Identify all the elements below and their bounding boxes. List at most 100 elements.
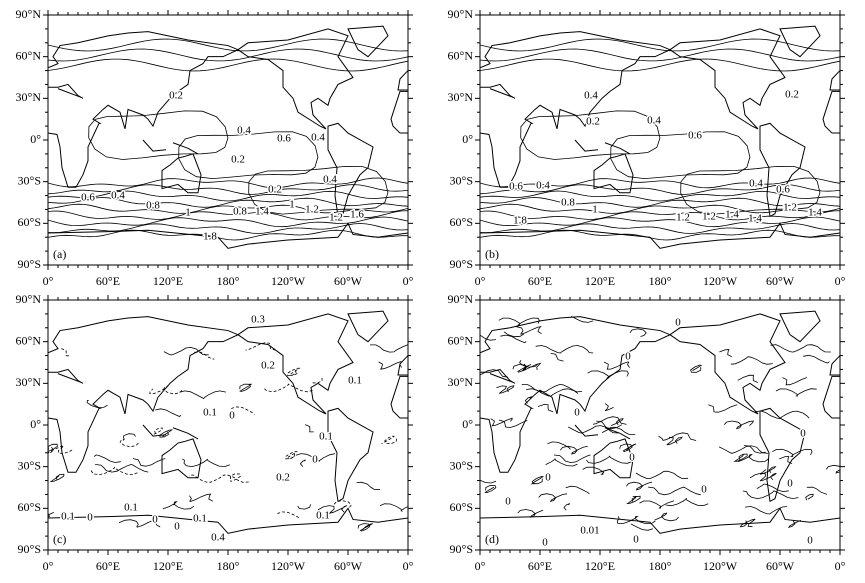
y-tick-label: 60°S xyxy=(450,215,473,229)
y-tick-label: 30°N xyxy=(448,90,474,104)
x-tick-label: 180° xyxy=(649,559,672,573)
y-tick-label: 30°N xyxy=(16,90,42,104)
y-tick-label: 0° xyxy=(30,132,41,146)
contour-label: 0.4 xyxy=(237,125,251,137)
contour-line xyxy=(658,432,697,441)
contour-line xyxy=(284,451,299,460)
contour-line xyxy=(496,385,515,394)
x-tick-label: 180° xyxy=(649,274,672,288)
x-tick-label: 0° xyxy=(475,559,486,573)
contour-label: 0 xyxy=(800,428,806,440)
y-tick-label: 60°S xyxy=(18,215,41,229)
x-tick-label: 60°E xyxy=(528,559,552,573)
contour-label: 1 xyxy=(185,207,191,219)
contour-line xyxy=(498,419,528,428)
contour-line xyxy=(666,436,683,446)
contour-label: 0.1 xyxy=(124,502,138,514)
contour-line xyxy=(480,38,840,52)
contour-label: 1 xyxy=(289,199,295,211)
contour-line xyxy=(286,367,301,376)
x-tick-label: 60°E xyxy=(96,274,120,288)
contour-label: 0.2 xyxy=(785,89,799,101)
contour-line xyxy=(122,433,136,439)
contour-line xyxy=(737,453,769,463)
y-tick-label: 30°S xyxy=(450,173,473,187)
contour-line xyxy=(119,438,139,448)
map-content xyxy=(480,25,840,250)
map-frame xyxy=(47,299,409,551)
contour-label: 0.8 xyxy=(561,197,575,209)
y-tick-label: 60°S xyxy=(18,500,41,514)
contour-label: 0 xyxy=(87,512,93,524)
contour-label: 1.8 xyxy=(203,231,217,243)
contour-label: 0.4 xyxy=(749,178,763,190)
y-tick-label: 0° xyxy=(30,417,41,431)
contour-label: 0.2 xyxy=(231,154,245,166)
y-tick-label: 90°S xyxy=(18,257,41,271)
contour-line xyxy=(610,131,751,180)
contour-line xyxy=(48,38,408,52)
contour-label: 0.8 xyxy=(233,206,247,218)
contour-line xyxy=(616,515,656,525)
contour-line xyxy=(519,360,539,368)
contour-line xyxy=(648,486,701,496)
contour-line xyxy=(189,493,213,502)
contour-line xyxy=(568,425,620,434)
contour-line xyxy=(151,427,163,436)
contour-line xyxy=(619,443,637,453)
contour-line xyxy=(159,429,174,438)
contour-line xyxy=(311,377,323,384)
contour-line xyxy=(155,408,182,417)
contour-label: 0.4 xyxy=(111,190,125,202)
contour-label: 0 xyxy=(545,472,551,484)
y-tick-label: 90°S xyxy=(450,257,473,271)
x-tick-label: 60°W xyxy=(334,559,363,573)
contour-line xyxy=(498,317,540,326)
contour-line xyxy=(639,500,675,509)
x-tick-label: 120°E xyxy=(585,559,615,573)
contour-line xyxy=(48,223,408,234)
contour-label: 0.2 xyxy=(276,472,290,484)
contour-line xyxy=(48,216,408,228)
y-tick-label: 30°S xyxy=(18,173,41,187)
contour-label: 0 xyxy=(633,534,639,546)
coastline xyxy=(48,310,408,535)
contour-line xyxy=(179,390,226,400)
contour-line xyxy=(719,349,733,358)
contour-label: 0.6 xyxy=(509,181,523,193)
contours xyxy=(480,38,840,241)
x-tick-label: 180° xyxy=(217,274,240,288)
contour-label: 0.1 xyxy=(319,431,333,443)
contour-label: 0.2 xyxy=(268,184,282,196)
contour-line xyxy=(132,458,166,467)
contour-line xyxy=(356,481,381,490)
y-tick-label: 90°N xyxy=(16,292,42,306)
map-panel: 0° 60°E 120°E 180° 120°W 60°W 0° 90°N 60°N 30°N 0°… xyxy=(448,7,846,288)
contour-label: 1.2 xyxy=(305,204,319,216)
contour-line xyxy=(603,361,630,370)
y-tick-label: 90°N xyxy=(16,7,42,21)
contour-line xyxy=(723,420,755,430)
y-tick-label: 60°N xyxy=(16,333,42,347)
contour-line xyxy=(480,48,840,62)
contour-line xyxy=(772,448,813,457)
contour-line xyxy=(90,466,138,476)
contours xyxy=(480,315,840,531)
contour-line xyxy=(806,486,828,495)
contour-line xyxy=(775,388,817,397)
contour-line xyxy=(515,325,542,335)
contour-line xyxy=(537,404,554,413)
contour-line xyxy=(93,454,121,463)
contour-line xyxy=(480,369,509,378)
y-tick-label: 30°S xyxy=(450,458,473,472)
contour-line xyxy=(88,110,229,160)
x-tick-label: 0° xyxy=(403,274,414,288)
contour-line xyxy=(297,504,311,510)
contour-line xyxy=(118,519,161,528)
contour-line xyxy=(733,453,748,462)
contour-line xyxy=(381,435,398,445)
x-tick-label: 120°E xyxy=(153,274,183,288)
y-tick-label: 60°N xyxy=(448,48,474,62)
y-tick-label: 90°S xyxy=(450,542,473,556)
contour-line xyxy=(48,445,74,454)
